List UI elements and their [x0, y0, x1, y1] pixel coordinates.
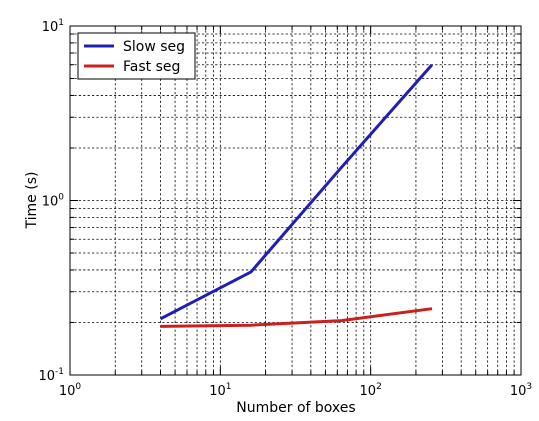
y-tick-label: 101	[42, 18, 64, 35]
y-tick-label: 10-1	[38, 367, 64, 384]
series-line-fast-seg	[160, 307, 433, 328]
x-tick-label: 102	[360, 382, 382, 399]
axis-ticks	[69, 25, 522, 376]
y-tick-label: 100	[42, 193, 65, 210]
legend-label-fast-seg: Fast seg	[123, 59, 180, 75]
legend-box	[77, 32, 196, 80]
x-tick-label: 101	[209, 382, 231, 399]
y-axis-label: Time (s)	[24, 172, 40, 230]
series-lines	[159, 63, 434, 328]
x-axis-label: Number of boxes	[236, 400, 355, 416]
x-tick-label: 103	[510, 382, 532, 399]
series-line-slow-seg	[159, 63, 434, 321]
legend: Slow seg Fast seg	[77, 32, 196, 80]
legend-label-slow-seg: Slow seg	[123, 39, 185, 55]
x-tick-label: 100	[59, 382, 82, 399]
